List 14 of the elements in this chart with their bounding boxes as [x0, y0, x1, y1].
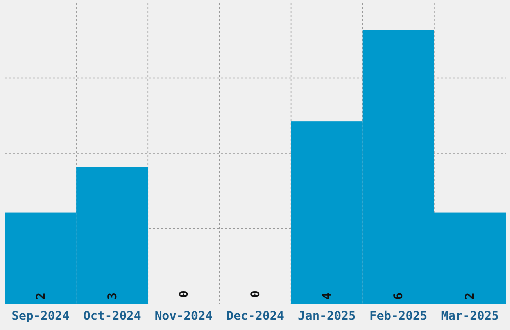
x-tick-label: Sep-2024	[12, 309, 70, 323]
data-label: 3	[105, 292, 120, 300]
data-label: 0	[176, 290, 191, 298]
x-tick-label: Feb-2025	[370, 309, 428, 323]
data-label: 4	[320, 292, 334, 300]
x-tick-label: Mar-2025	[441, 309, 500, 323]
x-tick-label: Oct-2024	[83, 309, 142, 323]
x-tick-label: Dec-2024	[226, 309, 284, 323]
data-label: 2	[34, 292, 48, 300]
x-tick-label: Jan-2025	[298, 309, 356, 323]
x-tick-label: Nov-2024	[155, 309, 213, 323]
data-label: 6	[392, 292, 406, 300]
data-label: 2	[463, 292, 478, 300]
data-label: 0	[248, 290, 262, 298]
